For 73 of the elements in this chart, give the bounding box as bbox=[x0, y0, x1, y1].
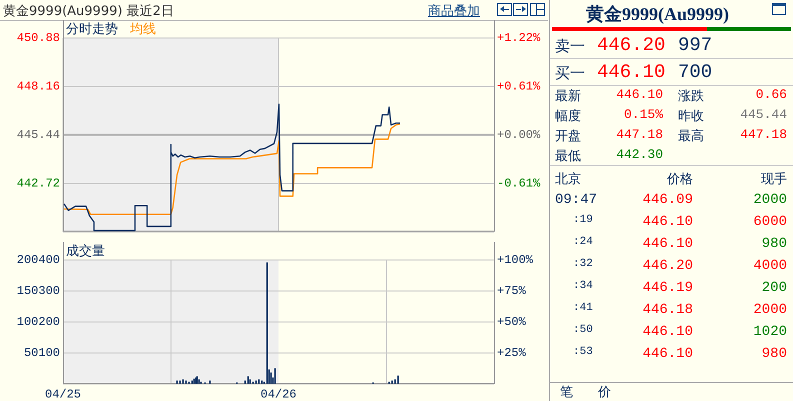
chart-title: 黄金9999(Au9999) 最近2日 bbox=[3, 3, 174, 20]
y-tick-label: 150300 bbox=[16, 284, 60, 298]
y-tick-label: 50100 bbox=[24, 346, 60, 360]
text: 昨收 bbox=[678, 108, 704, 125]
text: 最高 bbox=[678, 128, 704, 145]
y2-tick-label: +0.00% bbox=[497, 128, 542, 142]
text: 分时走势 bbox=[66, 22, 118, 37]
text: 447.18 bbox=[740, 127, 787, 142]
text: 买一 bbox=[555, 64, 585, 83]
text: 980 bbox=[762, 346, 787, 362]
x-tick-label: 04/25 bbox=[44, 387, 82, 401]
text: :53 bbox=[573, 346, 593, 358]
text: 最低 bbox=[555, 148, 581, 165]
text: 446.10 bbox=[642, 214, 693, 230]
text: 0.66 bbox=[756, 87, 787, 102]
text: 均线 bbox=[130, 22, 156, 37]
text: 黄金9999(Au9999) bbox=[585, 3, 730, 26]
y2-tick-label: +100% bbox=[497, 253, 534, 268]
text: 幅度 bbox=[555, 108, 581, 125]
text: :34 bbox=[573, 280, 593, 292]
y-tick-label: 100200 bbox=[16, 315, 60, 330]
text: 446.20 bbox=[642, 258, 693, 274]
y2-tick-label: +50% bbox=[497, 315, 527, 330]
y-tick-label: 442.72 bbox=[16, 176, 60, 191]
text: 09:47 bbox=[555, 192, 598, 208]
text: 446.10 bbox=[597, 61, 666, 83]
text: 446.20 bbox=[597, 34, 666, 56]
text: 最新 bbox=[555, 88, 581, 105]
text: 卖一 bbox=[555, 37, 585, 56]
text: 445.44 bbox=[740, 107, 787, 122]
text: 2000 bbox=[753, 192, 787, 208]
text: 1020 bbox=[753, 324, 787, 340]
y-tick-label: 200400 bbox=[16, 253, 60, 268]
text: :24 bbox=[573, 236, 593, 248]
text: 北京 bbox=[555, 171, 581, 188]
text: 商品叠加 bbox=[428, 3, 480, 20]
text: 笔 bbox=[560, 384, 573, 401]
y2-tick-label: +1.22% bbox=[497, 31, 542, 46]
y2-tick-label: +0.61% bbox=[497, 80, 542, 94]
text: :19 bbox=[573, 214, 593, 226]
text: :32 bbox=[573, 258, 593, 270]
text: 0.15% bbox=[624, 107, 663, 122]
text: 447.18 bbox=[616, 127, 663, 142]
text: 446.10 bbox=[642, 236, 693, 252]
y2-tick-label: +25% bbox=[497, 346, 527, 360]
x-tick-label: 04/26 bbox=[260, 387, 297, 401]
text: 446.09 bbox=[642, 192, 693, 208]
text: 开盘 bbox=[555, 128, 581, 145]
text: 6000 bbox=[753, 214, 787, 230]
text: 980 bbox=[762, 236, 787, 252]
text: 446.18 bbox=[642, 302, 693, 318]
text: 446.10 bbox=[616, 87, 663, 102]
y2-tick-label: -0.61% bbox=[497, 176, 542, 191]
y2-tick-label: +75% bbox=[497, 284, 527, 298]
text: 现手 bbox=[761, 171, 787, 188]
text: 700 bbox=[678, 61, 712, 83]
text: 446.10 bbox=[642, 324, 693, 340]
text: 442.30 bbox=[616, 147, 663, 162]
y-tick-label: 450.88 bbox=[16, 31, 60, 46]
text: 价 bbox=[598, 384, 611, 401]
text: 价格 bbox=[667, 171, 693, 188]
text: 997 bbox=[678, 34, 712, 56]
text: 446.19 bbox=[642, 280, 693, 296]
text: 2000 bbox=[753, 302, 787, 318]
text: 涨跌 bbox=[678, 88, 704, 105]
y-tick-label: 445.44 bbox=[16, 128, 60, 142]
text: 200 bbox=[762, 280, 787, 296]
text: :41 bbox=[573, 302, 593, 314]
text: 4000 bbox=[753, 258, 787, 274]
y-tick-label: 448.16 bbox=[16, 80, 60, 94]
text: :50 bbox=[573, 324, 593, 336]
chart-title: 成交量 bbox=[66, 243, 105, 260]
text: 446.10 bbox=[642, 346, 693, 362]
